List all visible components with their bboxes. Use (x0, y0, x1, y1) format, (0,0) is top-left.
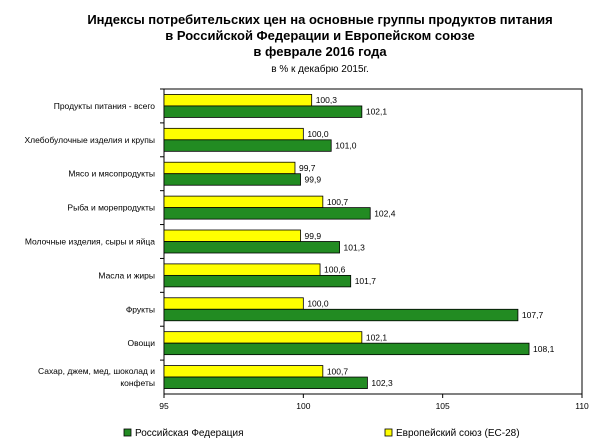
rf-value-label-1: 101,0 (335, 141, 357, 151)
eu-bar-3 (163, 195, 324, 209)
eu-value-label-4: 99,9 (305, 231, 322, 241)
rf-bar-7 (163, 342, 530, 356)
eu-value-label-5: 100,6 (324, 265, 346, 275)
eu-value-label-6: 100,0 (307, 299, 329, 309)
rf-bar-2 (163, 173, 301, 186)
eu-bar-1 (163, 127, 304, 141)
eu-value-label-2: 99,7 (299, 163, 316, 173)
eu-value-label-1: 100,0 (307, 129, 329, 139)
category-label-1: Хлебобулочные изделия и крупы (25, 135, 155, 145)
chart-title-line-1: Индексы потребительских цен на основные … (87, 12, 553, 27)
category-label-4: Молочные изделия, сыры и яйца (25, 237, 155, 247)
category-label-6: Фрукты (126, 304, 155, 314)
eu-value-label-3: 100,7 (327, 197, 349, 207)
x-tick-label-3: 110 (575, 401, 589, 411)
eu-value-label-8: 100,7 (327, 366, 349, 376)
rf-bar-5 (163, 274, 352, 288)
eu-bar-8 (163, 365, 324, 378)
rf-bar-4 (163, 241, 340, 254)
rf-bar-0 (163, 105, 363, 118)
category-label-0: Продукты питания - всего (54, 101, 156, 111)
chart-title-line-3: в феврале 2016 года (253, 44, 387, 59)
category-label-8-line-0: Сахар, джем, мед, шоколад и (38, 366, 155, 376)
category-label-5: Масла и жиры (98, 270, 155, 280)
x-tick-label-2: 105 (436, 401, 450, 411)
rf-value-label-8: 102,3 (371, 378, 393, 388)
category-label-7: Овощи (127, 338, 155, 348)
chart-title: Индексы потребительских цен на основные … (0, 12, 599, 60)
rf-legend-label: Российская Федерация (135, 428, 244, 439)
rf-value-label-7: 108,1 (533, 344, 555, 354)
eu-bar-5 (163, 263, 321, 276)
rf-value-label-0: 102,1 (366, 107, 388, 117)
rf-value-label-6: 107,7 (522, 310, 544, 320)
chart-subtitle: в % к декабрю 2015г. (271, 64, 369, 75)
eu-bar-4 (163, 229, 301, 242)
rf-bar-3 (163, 207, 371, 220)
eu-bar-2 (163, 161, 296, 175)
rf-bar-8 (163, 376, 368, 389)
chart-title-line-2: в Российской Федерации и Европейском сою… (165, 28, 475, 43)
eu-bar-0 (163, 94, 313, 107)
rf-value-label-5: 101,7 (355, 276, 377, 286)
eu-value-label-0: 100,3 (316, 95, 338, 105)
eu-bar-6 (163, 297, 304, 310)
rf-value-label-3: 102,4 (374, 208, 396, 218)
category-label-8-line-1: конфеты (120, 378, 155, 388)
category-label-2: Мясо и мясопродукты (68, 169, 155, 179)
eu-value-label-7: 102,1 (366, 332, 388, 342)
category-label-3: Рыба и морепродукты (67, 203, 155, 213)
rf-value-label-2: 99,9 (305, 174, 322, 184)
rf-bar-1 (163, 139, 332, 152)
rf-value-label-4: 101,3 (344, 242, 366, 252)
eu-bar-7 (163, 331, 363, 344)
x-tick-label-1: 100 (296, 401, 310, 411)
eu-legend-label: Европейский союз (ЕС-28) (396, 428, 520, 439)
x-tick-label-0: 95 (159, 401, 169, 411)
eu-legend-swatch (384, 428, 393, 437)
rf-legend-swatch (123, 428, 132, 437)
rf-bar-6 (163, 308, 519, 322)
